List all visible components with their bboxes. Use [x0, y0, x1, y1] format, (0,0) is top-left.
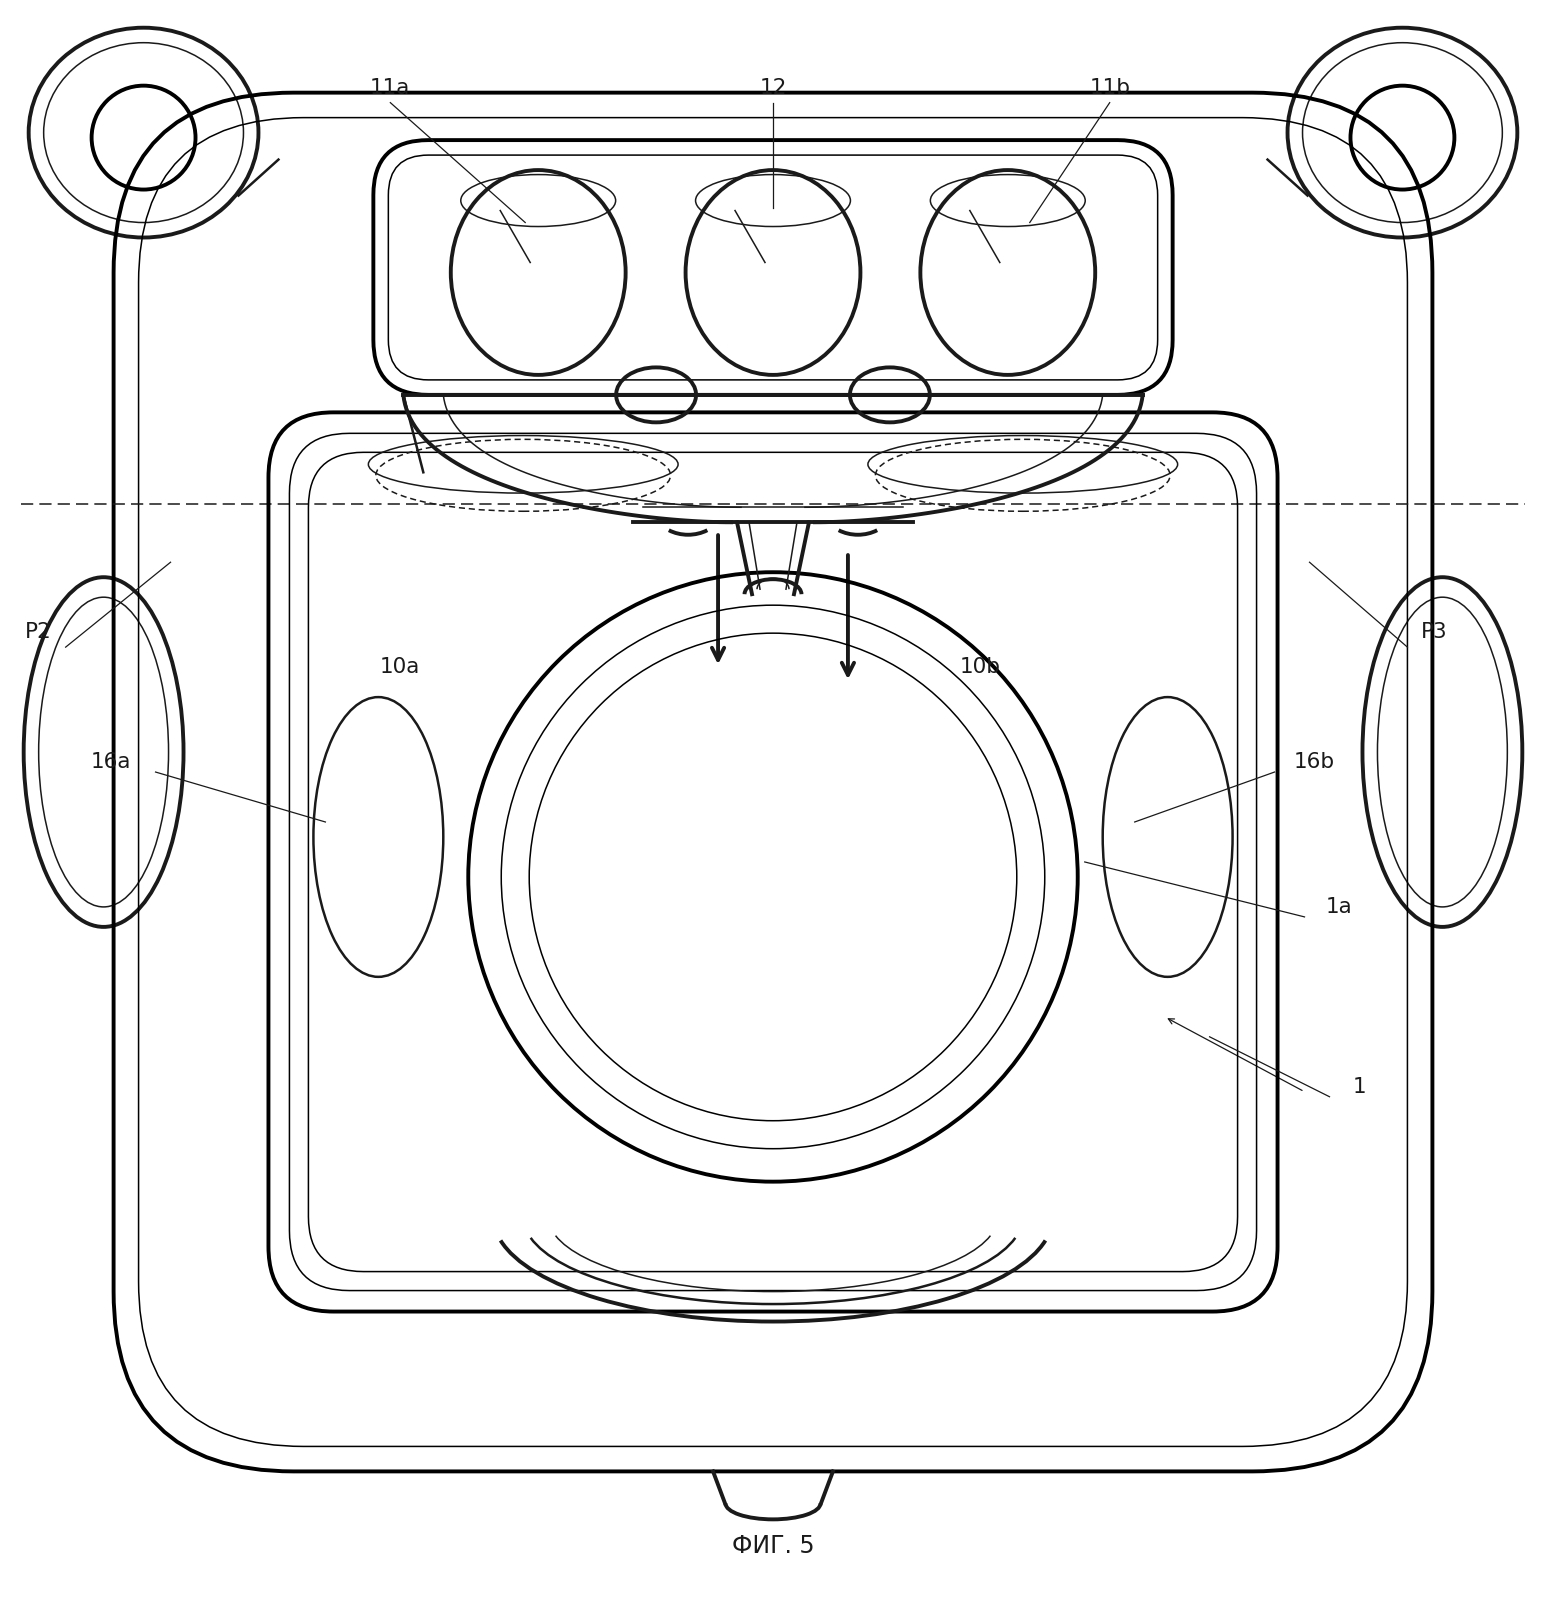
- Text: 10b: 10b: [960, 657, 1000, 676]
- Text: 11b: 11b: [1090, 78, 1130, 97]
- Text: 16a: 16a: [90, 753, 131, 772]
- Text: 11a: 11a: [369, 78, 411, 97]
- Text: 1: 1: [1353, 1077, 1367, 1096]
- Text: 12: 12: [759, 78, 787, 97]
- Text: 1a: 1a: [1326, 897, 1353, 916]
- Text: P3: P3: [1421, 623, 1447, 642]
- Text: ФИГ. 5: ФИГ. 5: [731, 1534, 815, 1559]
- Text: 10a: 10a: [380, 657, 421, 676]
- Text: P2: P2: [25, 623, 53, 642]
- Text: 16b: 16b: [1294, 753, 1336, 772]
